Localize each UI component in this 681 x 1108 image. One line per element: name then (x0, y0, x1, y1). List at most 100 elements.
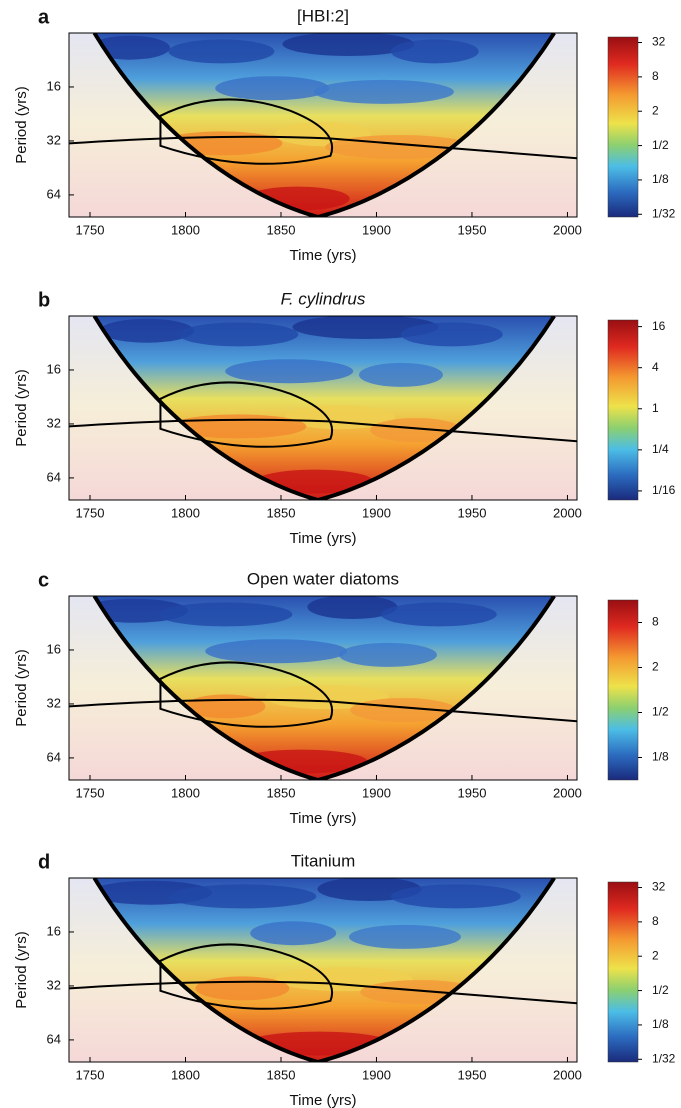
y-axis-label: Period (yrs) (13, 649, 30, 727)
spectrum (69, 596, 577, 780)
contour (69, 135, 577, 160)
colorbar-tick-label: 32 (652, 35, 666, 49)
power-blob (390, 39, 479, 64)
cone-of-influence (92, 33, 556, 217)
power-blob (215, 76, 330, 101)
power-blob (282, 33, 415, 57)
x-tick-label: 1800 (171, 1067, 200, 1082)
x-tick-label: 1950 (458, 505, 487, 520)
colorbar-tick-label: 4 (652, 360, 659, 374)
spectrum (69, 33, 577, 217)
x-tick-label: 1900 (362, 222, 391, 237)
colorbar-tick-label: 1/4 (652, 442, 669, 456)
x-tick-label: 1850 (267, 1067, 296, 1082)
colorbar-tick-label: 8 (652, 615, 659, 629)
y-axis-label: Period (yrs) (13, 369, 30, 447)
x-tick-label: 1850 (267, 505, 296, 520)
power-blob (400, 322, 503, 347)
contour (159, 381, 333, 448)
power-blob (370, 418, 463, 443)
x-tick-label: 1900 (362, 505, 391, 520)
spectrum (69, 316, 577, 500)
power-blob (390, 884, 521, 909)
y-axis-label: Period (yrs) (13, 931, 30, 1009)
x-tick-label: 2000 (553, 785, 582, 800)
colorbar (607, 36, 639, 218)
power-blob (99, 318, 194, 343)
colorbar-tick-label: 1/2 (652, 705, 669, 719)
power-blob (348, 924, 461, 949)
panel-letter: d (38, 851, 50, 873)
y-tick-label: 32 (47, 695, 61, 710)
colorbar-tick-label: 1/8 (652, 1017, 669, 1031)
x-axis-label: Time (yrs) (290, 247, 357, 264)
y-tick-label: 16 (47, 641, 61, 656)
y-tick-label: 16 (47, 361, 61, 376)
contour (69, 980, 577, 1005)
y-tick-label: 32 (47, 977, 61, 992)
plot-frame (68, 32, 578, 218)
y-tick-label: 16 (47, 78, 61, 93)
power-blob (307, 596, 398, 620)
y-axis-label: Period (yrs) (13, 86, 30, 164)
colorbar-tick-label: 2 (652, 660, 659, 674)
power-blob (358, 362, 443, 387)
x-tick-label: 1900 (362, 1067, 391, 1082)
colorbar-tick-label: 2 (652, 948, 659, 962)
x-tick-label: 1750 (76, 785, 105, 800)
power-blob (380, 602, 497, 627)
panel-title: Titanium (291, 851, 356, 870)
colorbar-tick-label: 2 (652, 103, 659, 117)
power-blob (313, 79, 454, 104)
panel-letter: c (38, 569, 49, 591)
x-tick-label: 2000 (553, 505, 582, 520)
y-tick-label: 64 (47, 186, 61, 201)
colorbar-tick-label: 1/8 (652, 750, 669, 764)
colorbar (607, 599, 639, 781)
colorbar-tick-label: 1/2 (652, 983, 669, 997)
power-blob (168, 884, 317, 909)
panel-letter: b (38, 289, 50, 311)
colorbar-tick-label: 1/2 (652, 138, 669, 152)
y-tick-label: 64 (47, 1031, 61, 1046)
y-tick-label: 64 (47, 749, 61, 764)
contour (159, 943, 333, 1010)
x-axis-label: Time (yrs) (290, 1092, 357, 1108)
x-tick-label: 1850 (267, 785, 296, 800)
power-blob (285, 405, 395, 430)
plot-frame (68, 315, 578, 501)
plot-frame (68, 877, 578, 1063)
x-tick-label: 1800 (171, 222, 200, 237)
x-tick-label: 2000 (553, 1067, 582, 1082)
x-tick-label: 1850 (267, 222, 296, 237)
y-tick-label: 32 (47, 132, 61, 147)
colorbar-tick-label: 1/32 (652, 206, 676, 220)
colorbar-tick-label: 1 (652, 401, 659, 415)
power-blob (205, 639, 348, 664)
x-tick-label: 1750 (76, 1067, 105, 1082)
x-tick-label: 2000 (553, 222, 582, 237)
colorbar-tick-label: 1/32 (652, 1051, 676, 1065)
power-blob (168, 39, 275, 64)
contour (159, 661, 333, 728)
power-blob (195, 976, 290, 1001)
panel-title: F. cylindrus (281, 289, 366, 308)
panel-title: Open water diatoms (247, 569, 399, 588)
colorbar-tick-label: 16 (652, 319, 666, 333)
y-tick-label: 16 (47, 923, 61, 938)
power-blob (350, 698, 457, 723)
x-tick-label: 1750 (76, 505, 105, 520)
panel-letter: a (38, 6, 50, 28)
power-blob (158, 602, 293, 627)
power-blob (225, 359, 354, 384)
colorbar-tick-label: 8 (652, 914, 659, 928)
colorbar-tick-label: 1/16 (652, 483, 676, 497)
cone-of-influence (92, 596, 556, 780)
x-tick-label: 1950 (458, 1067, 487, 1082)
contour (159, 98, 333, 165)
spectrum (69, 878, 577, 1062)
power-blob (178, 322, 299, 347)
x-axis-label: Time (yrs) (290, 810, 357, 827)
colorbar-tick-label: 1/8 (652, 172, 669, 186)
